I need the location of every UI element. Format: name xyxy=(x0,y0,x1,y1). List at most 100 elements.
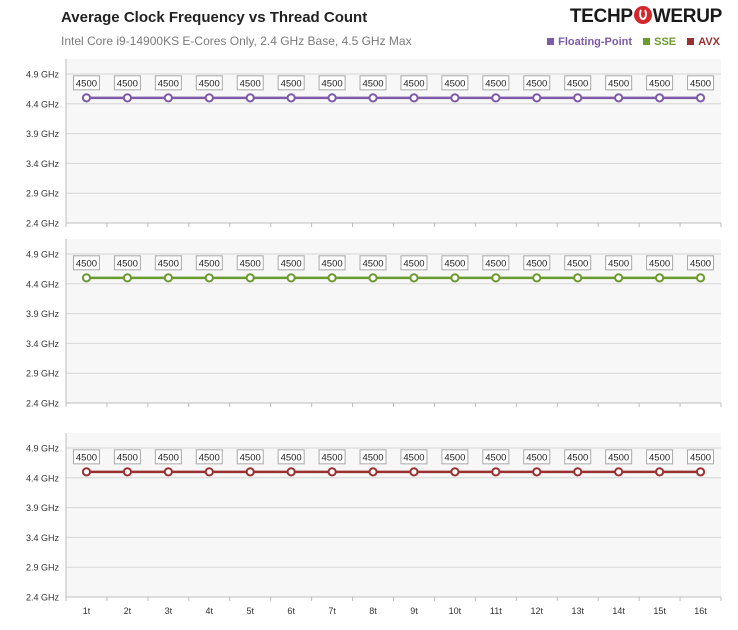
data-label-box xyxy=(605,75,633,91)
data-label-box xyxy=(687,255,715,271)
y-tick-label: 2.4 GHz xyxy=(26,219,60,229)
data-point xyxy=(450,273,460,283)
x-tick-label: 11t xyxy=(490,606,502,616)
data-point xyxy=(163,467,173,477)
data-point xyxy=(204,93,214,103)
data-label-box xyxy=(687,449,715,465)
data-label-box xyxy=(564,75,592,91)
techpowerup-logo: TECHP WERUP xyxy=(570,6,722,28)
data-label: 4500 xyxy=(608,258,629,269)
legend-label: Floating-Point xyxy=(558,36,633,48)
data-point xyxy=(327,93,337,103)
data-label: 4500 xyxy=(199,78,220,89)
data-label-box xyxy=(236,449,264,465)
data-label-box xyxy=(277,449,305,465)
data-label-box xyxy=(154,75,182,91)
data-label: 4500 xyxy=(281,258,302,269)
y-tick-label: 3.9 GHz xyxy=(26,503,60,513)
data-label: 4500 xyxy=(403,78,424,89)
data-point xyxy=(81,273,92,283)
data-label-box xyxy=(482,255,510,271)
logo-text-start: TECHP xyxy=(569,6,633,27)
data-label-box xyxy=(359,449,387,465)
y-tick-label: 2.4 GHz xyxy=(26,399,60,409)
data-label-box xyxy=(359,255,387,271)
data-label: 4500 xyxy=(649,78,670,89)
data-label-box xyxy=(318,449,346,465)
data-label-box xyxy=(441,75,469,91)
data-point xyxy=(409,93,419,103)
data-label: 4500 xyxy=(199,452,220,463)
data-label-box xyxy=(646,75,674,91)
data-label-box xyxy=(195,75,223,91)
data-label-box xyxy=(646,449,674,465)
y-tick-label: 4.4 GHz xyxy=(26,99,60,109)
legend-item-floating-point: Floating-Point xyxy=(547,36,632,48)
data-point xyxy=(327,467,337,477)
y-tick-label: 2.9 GHz xyxy=(26,369,60,379)
data-label: 4500 xyxy=(690,78,711,89)
data-label-box xyxy=(72,255,100,271)
data-label: 4500 xyxy=(199,258,220,269)
data-point xyxy=(245,273,255,283)
data-point xyxy=(163,93,173,103)
data-label: 4500 xyxy=(485,258,506,269)
data-label: 4500 xyxy=(649,258,670,269)
data-point xyxy=(245,93,255,103)
data-label-box xyxy=(154,255,182,271)
data-point xyxy=(368,467,378,477)
y-tick-label: 2.4 GHz xyxy=(26,593,60,603)
data-label: 4500 xyxy=(526,452,547,463)
y-tick-label: 4.9 GHz xyxy=(26,70,60,80)
data-point xyxy=(695,273,706,283)
data-point xyxy=(286,93,296,103)
data-label: 4500 xyxy=(485,452,506,463)
data-label-box xyxy=(400,449,428,465)
power-icon xyxy=(633,6,652,24)
x-tick-label: 6t xyxy=(287,606,295,616)
x-tick-label: 9t xyxy=(410,606,418,616)
data-point xyxy=(532,273,542,283)
data-label-box xyxy=(441,449,469,465)
data-label: 4500 xyxy=(322,258,343,269)
data-label-box xyxy=(195,255,223,271)
data-label: 4500 xyxy=(362,78,383,89)
data-label-box xyxy=(482,75,510,91)
data-label-box xyxy=(523,75,551,91)
x-tick-label: 15t xyxy=(653,606,666,616)
data-label-box xyxy=(72,449,100,465)
data-label-box xyxy=(523,449,551,465)
data-point xyxy=(614,273,624,283)
data-label: 4500 xyxy=(362,258,383,269)
data-point xyxy=(204,273,214,283)
data-point xyxy=(409,467,419,477)
legend-swatch-avx xyxy=(687,38,695,45)
data-label-box xyxy=(564,255,592,271)
data-label-box xyxy=(564,449,592,465)
data-point xyxy=(491,467,501,477)
data-label: 4500 xyxy=(567,258,588,269)
data-point xyxy=(532,93,542,103)
data-label-box xyxy=(482,449,510,465)
data-label: 4500 xyxy=(608,78,629,89)
y-tick-label: 4.4 GHz xyxy=(26,279,60,289)
x-tick-label: 7t xyxy=(328,606,336,616)
x-tick-label: 2t xyxy=(124,606,132,616)
logo-text-end: WERUP xyxy=(652,6,723,27)
x-tick-label: 4t xyxy=(206,606,214,616)
data-label: 4500 xyxy=(76,78,97,89)
data-label: 4500 xyxy=(158,258,179,269)
x-tick-label: 5t xyxy=(246,606,254,616)
data-label: 4500 xyxy=(117,258,138,269)
data-point xyxy=(450,93,460,103)
data-label: 4500 xyxy=(567,78,588,89)
data-label-box xyxy=(318,255,346,271)
data-point xyxy=(491,273,501,283)
y-tick-label: 3.9 GHz xyxy=(26,309,60,319)
legend-label: AVX xyxy=(698,36,720,48)
y-tick-label: 3.9 GHz xyxy=(26,129,60,139)
chart-subtitle: Intel Core i9-14900KS E-Cores Only, 2.4 … xyxy=(61,34,412,48)
data-label-box xyxy=(646,255,674,271)
data-label-box xyxy=(318,75,346,91)
